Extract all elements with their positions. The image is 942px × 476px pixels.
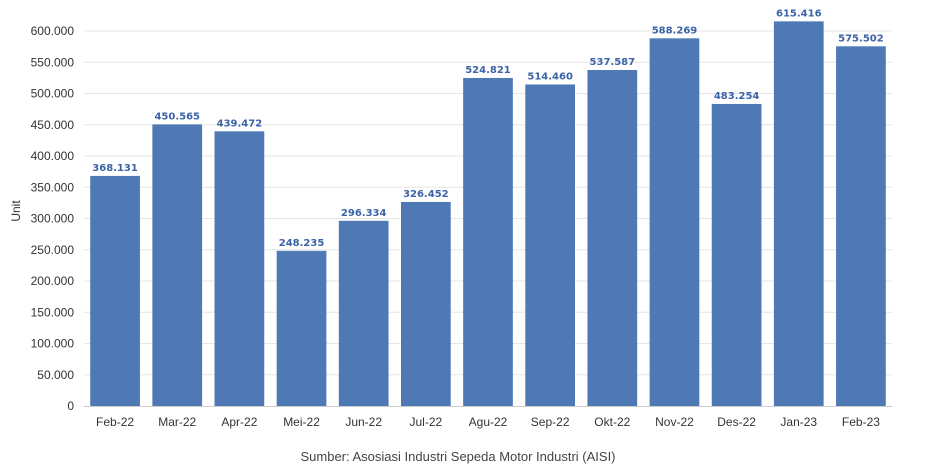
y-tick-label: 200.000 [31, 274, 75, 288]
x-axis-ticks: Feb-22 Mar-22 Apr-22 Mei-22 Jun-22 Jul-22 Agu-… [96, 415, 880, 429]
bar-jun-22 [338, 220, 389, 406]
bar-jul-22 [400, 201, 451, 406]
y-tick-label: 550.000 [31, 55, 75, 69]
y-tick-label: 250.000 [31, 243, 75, 257]
bar-value-label: 450.565 [154, 111, 200, 122]
y-tick-label: 600.000 [31, 24, 75, 38]
bar-des-22 [711, 103, 762, 406]
bar-nov-22 [649, 38, 700, 406]
bar-value-label: 537.587 [590, 57, 636, 68]
bar-value-label: 483.254 [714, 91, 760, 102]
y-tick-label: 50.000 [37, 368, 74, 382]
x-tick-label: Feb-23 [842, 415, 880, 429]
bar-value-label: 524.821 [465, 65, 511, 76]
bar-value-label: 296.334 [341, 208, 387, 219]
x-tick-label: Jun-22 [345, 415, 382, 429]
y-tick-label: 500.000 [31, 87, 75, 101]
bar-mei-22 [276, 250, 327, 406]
bar-mar-22 [152, 124, 203, 406]
bar-value-label: 248.235 [279, 238, 325, 249]
y-axis-ticks: 0 50.000 100.000 150.000 200.000 250.000 300.0… [31, 24, 75, 413]
bar-value-label: 615.416 [776, 8, 822, 19]
bar-agu-22 [463, 77, 513, 406]
y-axis-title: Unit [9, 200, 23, 222]
x-tick-label: Okt-22 [594, 415, 630, 429]
bar-jan-23 [773, 21, 824, 407]
bar-feb-23 [836, 46, 886, 406]
bar-value-label: 575.502 [838, 33, 884, 44]
x-tick-label: Sep-22 [531, 415, 570, 429]
bars [90, 21, 886, 407]
y-tick-label: 150.000 [31, 305, 75, 319]
y-tick-label: 350.000 [31, 180, 75, 194]
y-tick-label: 450.000 [31, 118, 75, 132]
bar-sep-22 [525, 84, 576, 407]
bar-value-label: 439.472 [217, 118, 263, 129]
bar-value-label: 326.452 [403, 189, 449, 200]
bar-apr-22 [214, 131, 265, 406]
bar-okt-22 [587, 70, 638, 407]
x-tick-label: Jul-22 [410, 415, 443, 429]
bar-value-label: 368.131 [92, 163, 138, 174]
x-tick-label: Mar-22 [158, 415, 196, 429]
x-tick-label: Nov-22 [655, 415, 694, 429]
x-tick-label: Apr-22 [221, 415, 257, 429]
bar-value-label: 588.269 [652, 25, 698, 36]
x-tick-label: Feb-22 [96, 415, 134, 429]
y-tick-label: 300.000 [31, 212, 75, 226]
x-tick-label: Agu-22 [469, 415, 508, 429]
source-note: Sumber: Asosiasi Industri Sepeda Motor I… [300, 449, 615, 464]
y-tick-label: 0 [67, 399, 74, 413]
x-tick-label: Mei-22 [283, 415, 320, 429]
x-tick-label: Jan-23 [780, 415, 817, 429]
y-tick-label: 100.000 [31, 337, 75, 351]
bar-feb-22 [90, 175, 140, 406]
y-tick-label: 400.000 [31, 149, 75, 163]
bar-value-labels: 368.131 450.565 439.472 248.235 296.334 326.4… [92, 8, 883, 248]
x-tick-label: Des-22 [717, 415, 756, 429]
bar-value-label: 514.460 [527, 71, 573, 82]
